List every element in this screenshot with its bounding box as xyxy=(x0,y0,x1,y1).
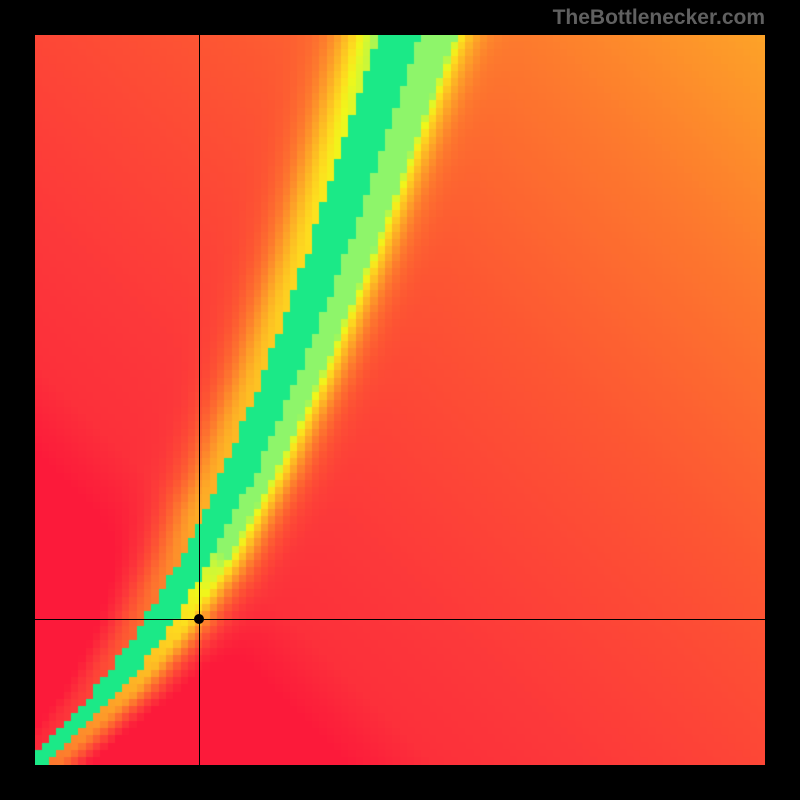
crosshair-horizontal xyxy=(35,619,765,620)
heatmap-canvas xyxy=(35,35,765,765)
crosshair-vertical xyxy=(199,35,200,765)
heatmap-plot xyxy=(35,35,765,765)
watermark-text: TheBottlenecker.com xyxy=(553,6,765,30)
crosshair-marker xyxy=(194,614,204,624)
